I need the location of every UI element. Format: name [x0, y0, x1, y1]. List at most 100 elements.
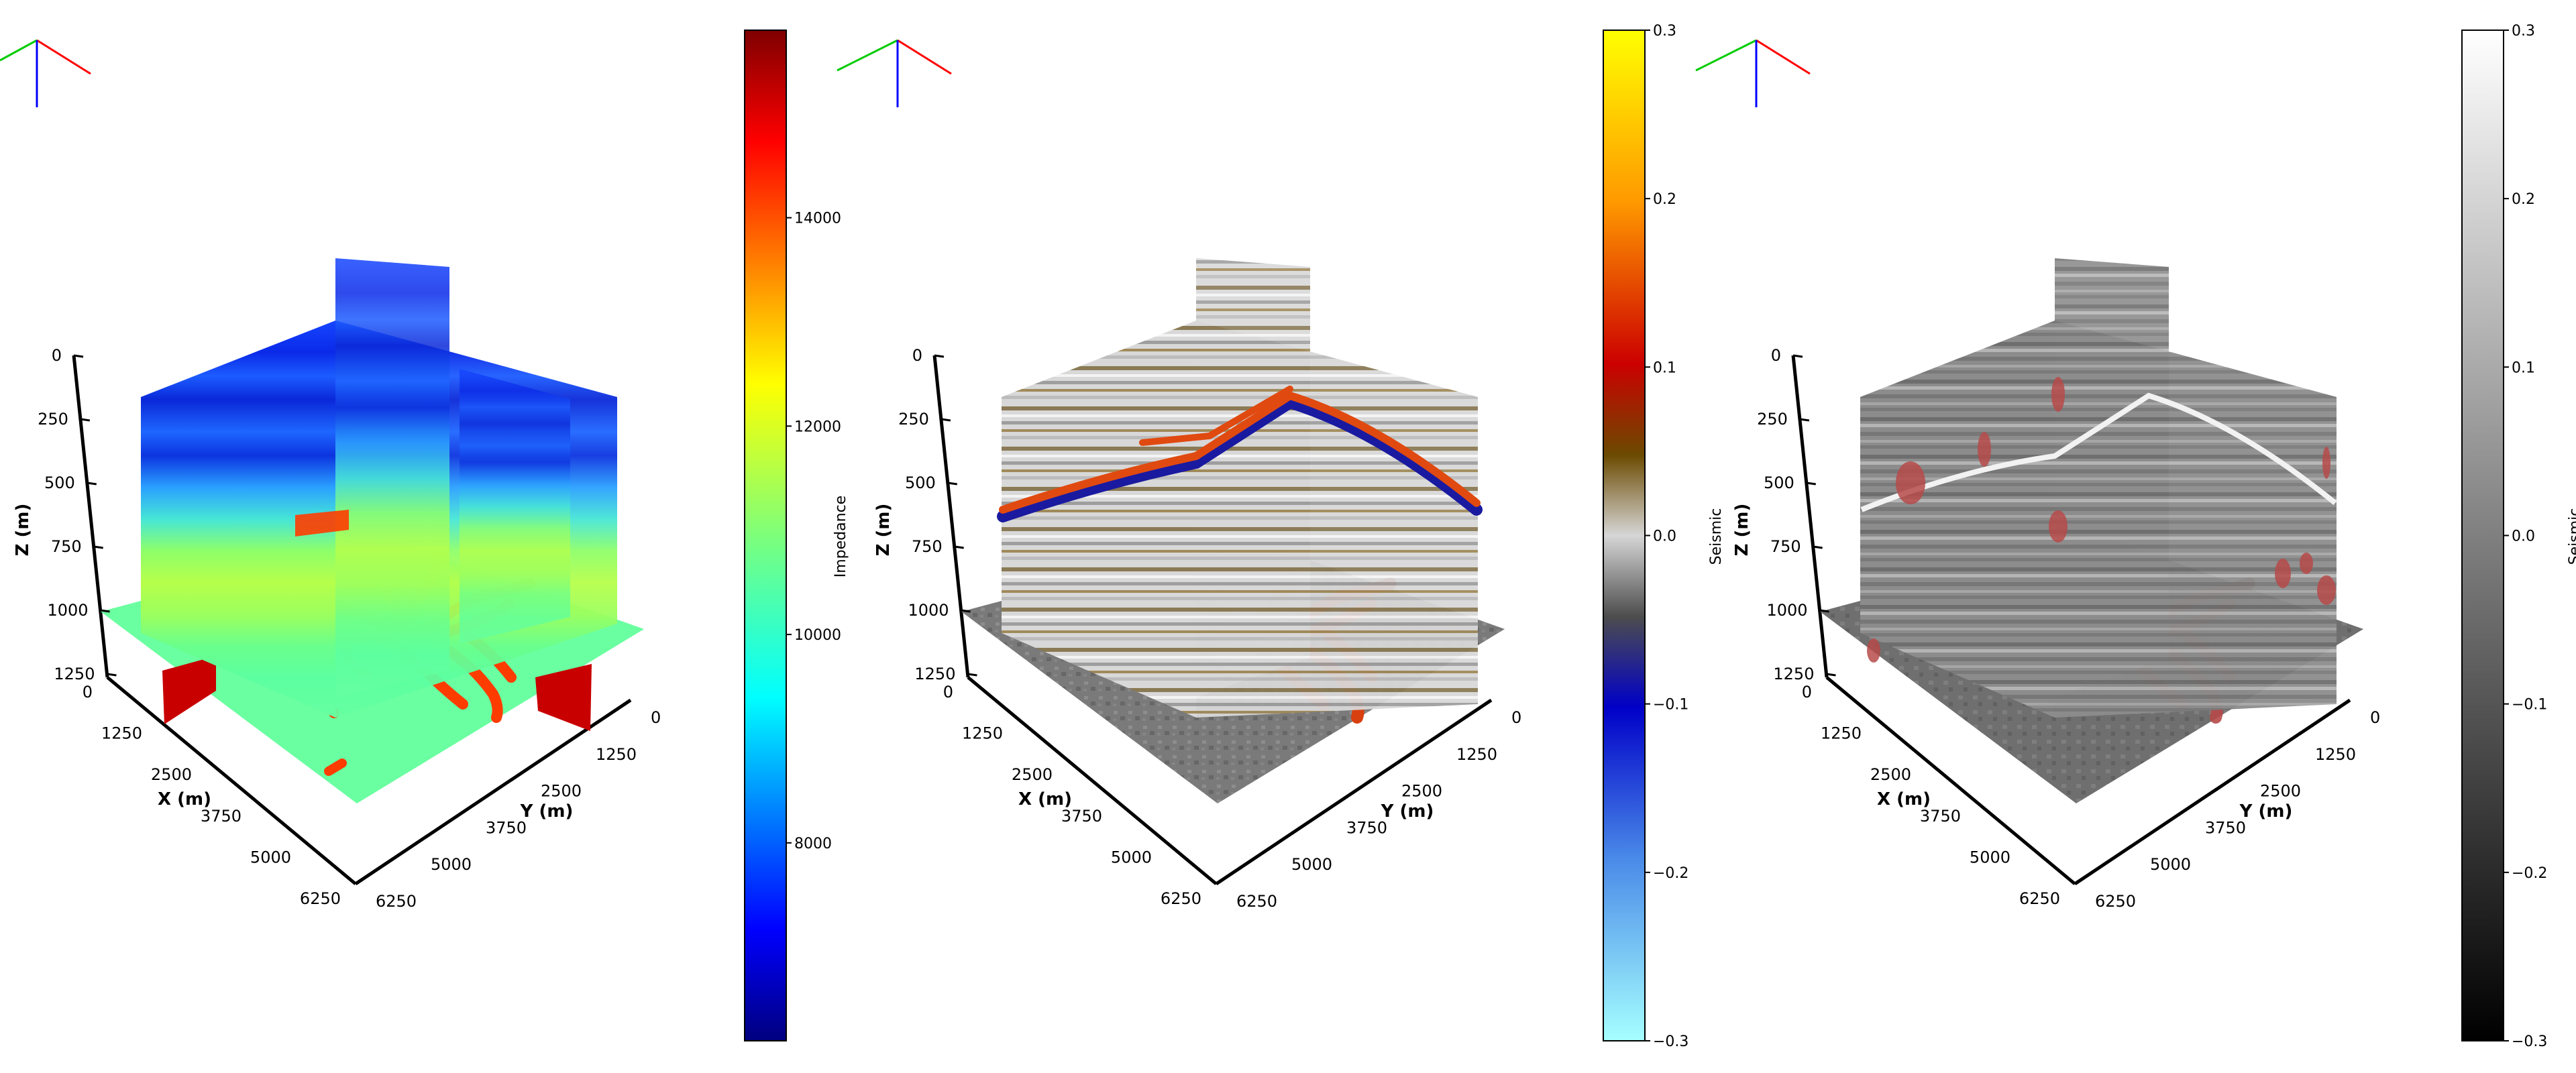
y-axis-label: Y (m)	[2239, 801, 2293, 822]
x-tick-label: 2500	[151, 765, 192, 784]
z-tick-mark	[87, 482, 97, 486]
z-tick-mark	[1826, 673, 1836, 677]
y-tick-label: 1250	[1456, 745, 1497, 764]
x-tick-label: 0	[943, 683, 953, 701]
z-tick-label: 500	[905, 473, 936, 492]
colorbar-tick-label: 0.2	[1653, 191, 1676, 208]
y-tick-label: 3750	[486, 818, 527, 837]
z-tick-label: 250	[1757, 410, 1788, 429]
colorbar-tick-label: −0.1	[2512, 697, 2547, 714]
x-tick-label: 0	[1802, 683, 1812, 701]
z-tick-label: 500	[1764, 473, 1794, 492]
z-tick-label: 1250	[1773, 665, 1814, 683]
x-tick-label: 1250	[1821, 724, 1862, 743]
z-axis-label: Z (m)	[13, 504, 33, 557]
colorbar-tick-label: −0.2	[2512, 865, 2547, 882]
x-tick-label: 3750	[201, 807, 241, 826]
z-tick-label: 0	[52, 346, 62, 365]
y-tick-label: 2500	[2260, 782, 2301, 801]
x-tick-label: 3750	[1920, 807, 1961, 826]
y-tick-label: 6250	[1236, 892, 1277, 911]
axis-lines	[72, 355, 632, 886]
colorbar-tick-label: 0.0	[2512, 528, 2535, 545]
orientation-triad	[1695, 39, 1811, 107]
z-axis-label: Z (m)	[1732, 504, 1752, 557]
z-tick-mark	[967, 673, 977, 677]
y-tick-label: 2500	[541, 782, 582, 801]
z-tick-mark	[80, 418, 91, 422]
colorbar-gradient	[1603, 30, 1646, 1041]
y-tick-label: 0	[1511, 708, 1521, 727]
colorbar-seismic-gray: −0.3 −0.2 −0.1 0.0 0.1 0.2 0.3 Seismic	[2461, 23, 2576, 1050]
z-tick-mark	[1806, 482, 1817, 486]
y-axis-label: Y (m)	[520, 801, 574, 822]
z-tick-label: 0	[1771, 346, 1781, 365]
y-tick-label: 2500	[1401, 782, 1442, 801]
z-tick-mark	[934, 354, 945, 358]
z-axis-label: Z (m)	[873, 504, 894, 557]
x-tick-label: 1250	[962, 724, 1003, 743]
z-tick-mark	[947, 482, 958, 486]
colorbar-tick-label: 0.0	[1653, 528, 1676, 545]
colorbar-tick-label: 0.1	[1653, 359, 1676, 376]
z-tick-label: 750	[1770, 537, 1801, 556]
y-tick-label: 3750	[2205, 818, 2246, 837]
orientation-triad	[837, 39, 952, 107]
seismic-vertical-slice-cross	[1196, 258, 1310, 697]
x-tick-label: 2500	[1870, 765, 1911, 784]
z-tick-label: 1000	[48, 601, 89, 620]
y-axis-label: Y (m)	[1381, 801, 1434, 822]
y-tick-label: 5000	[1291, 855, 1332, 874]
x-tick-label: 5000	[1111, 848, 1152, 866]
colorbar-tick-label: 14000	[794, 211, 841, 227]
impedance-floor-shadow-left	[162, 656, 216, 724]
x-tick-label: 6250	[2019, 889, 2060, 908]
x-tick-label: 5000	[1970, 848, 2010, 866]
y-tick-label: 1250	[2315, 745, 2356, 764]
z-tick-mark	[1792, 354, 1803, 358]
impedance-floor-shadow-right	[535, 664, 592, 731]
axis-lines	[1791, 355, 2351, 886]
y-tick-label: 0	[651, 708, 661, 727]
y-tick-label: 5000	[2150, 855, 2191, 874]
z-tick-label: 750	[912, 537, 943, 556]
y-tick-label: 0	[2370, 708, 2380, 727]
x-axis-label: X (m)	[1018, 789, 1072, 809]
x-tick-label: 5000	[250, 848, 291, 866]
gray-vertical-slice-left	[1860, 321, 2055, 718]
orientation-triad	[0, 39, 91, 107]
y-tick-label: 1250	[596, 745, 637, 764]
colorbar-tick-label: 10000	[794, 627, 841, 644]
axis-lines	[932, 355, 1493, 886]
colorbar-tick-label: 12000	[794, 418, 841, 435]
z-tick-mark	[954, 545, 964, 549]
z-tick-mark	[100, 609, 110, 613]
x-axis-label: X (m)	[1877, 789, 1931, 809]
z-tick-mark	[941, 418, 951, 422]
z-tick-mark	[73, 354, 84, 358]
colorbar-label: Seismic	[2567, 508, 2576, 565]
y-tick-label: 6250	[376, 892, 417, 911]
z-tick-label: 1000	[908, 601, 949, 620]
colorbar-tick-label: 8000	[794, 836, 832, 852]
colorbar-tick-label: 0.1	[2512, 359, 2535, 376]
colorbar-tick-label: −0.2	[1653, 865, 1688, 882]
x-tick-label: 0	[83, 683, 93, 701]
z-tick-label: 250	[898, 410, 929, 429]
colorbar-label: Impedance	[833, 496, 849, 577]
channel-edge	[295, 510, 349, 536]
panel-seismic-gray	[1695, 39, 2363, 886]
z-tick-mark	[961, 609, 971, 613]
colorbar-tick-label: −0.1	[1653, 697, 1688, 714]
z-tick-mark	[1819, 609, 1829, 613]
x-tick-label: 6250	[1161, 889, 1201, 908]
z-tick-label: 1250	[914, 665, 955, 683]
y-tick-label: 6250	[2095, 892, 2136, 911]
colorbar-tick-label: −0.3	[2512, 1033, 2547, 1050]
z-tick-label: 0	[912, 346, 922, 365]
colorbar-tick-label: 0.3	[2512, 23, 2535, 40]
